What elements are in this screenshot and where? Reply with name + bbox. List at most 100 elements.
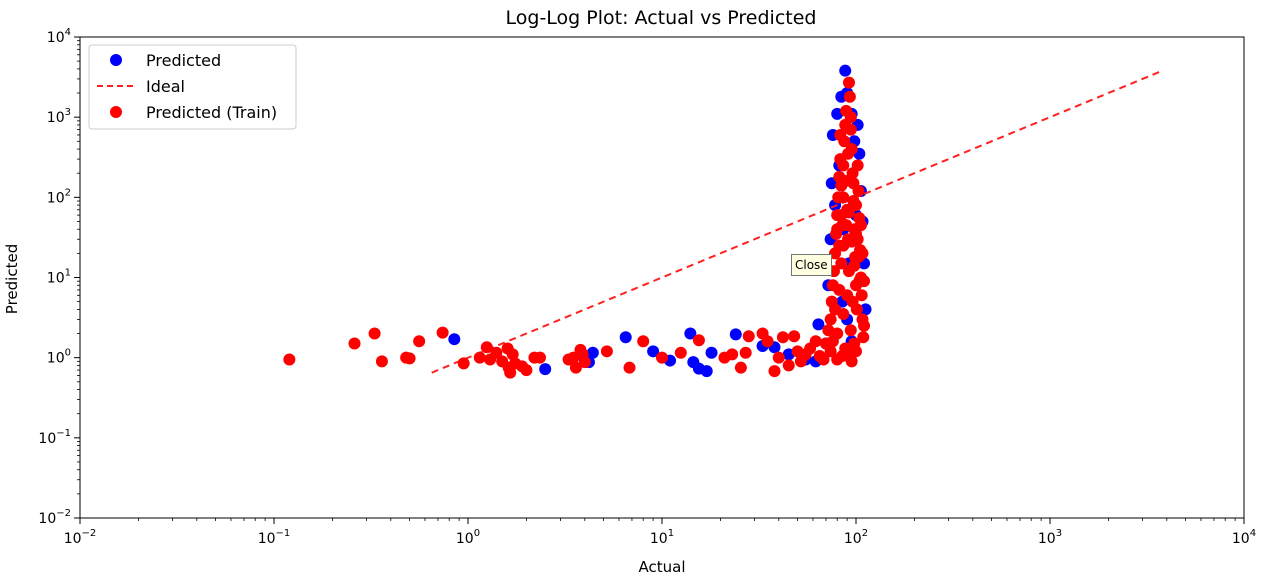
train-point	[283, 353, 296, 366]
train-point	[858, 275, 871, 288]
ideal-line	[431, 70, 1161, 374]
x-tick-label: 104	[1232, 528, 1256, 547]
train-point	[843, 90, 856, 103]
train-point	[842, 76, 855, 89]
predicted-point	[705, 346, 718, 359]
train-point	[473, 351, 486, 364]
predicted-point	[586, 346, 599, 359]
train-point	[403, 352, 416, 365]
train-point	[851, 159, 864, 172]
y-tick-label: 10−2	[38, 508, 71, 527]
train-point	[600, 345, 613, 358]
train-point	[835, 257, 848, 270]
y-tick-label: 100	[47, 348, 71, 367]
train-point	[833, 239, 846, 252]
train-point	[506, 348, 519, 361]
train-point	[782, 359, 795, 372]
y-axis-label: Predicted	[3, 244, 21, 314]
train-point	[734, 361, 747, 374]
legend-marker-train	[110, 106, 122, 118]
train-point	[692, 334, 705, 347]
legend: Predicted Ideal Predicted (Train)	[88, 44, 297, 130]
train-point	[637, 335, 650, 348]
train-point	[739, 346, 752, 359]
train-point	[457, 357, 470, 370]
train-point	[348, 337, 361, 350]
train-point	[788, 330, 801, 343]
legend-label-train: Predicted (Train)	[146, 103, 277, 122]
x-tick-label: 10−2	[64, 528, 97, 547]
legend-box	[88, 44, 297, 130]
train-point	[768, 365, 781, 378]
axes-frame	[79, 36, 1245, 519]
train-point	[837, 159, 850, 172]
train-point	[844, 111, 857, 124]
train-point	[761, 335, 774, 348]
train-point	[824, 345, 837, 358]
predicted-point	[729, 328, 742, 341]
train-point	[520, 364, 533, 377]
train-point	[837, 308, 850, 321]
train-point	[569, 361, 582, 374]
predicted-point	[700, 365, 713, 378]
train-point	[809, 335, 822, 348]
predicted-point	[812, 318, 825, 331]
predicted-point	[539, 363, 552, 376]
x-axis-label: Actual	[639, 558, 686, 576]
predicted-point	[839, 64, 852, 77]
predicted-point	[684, 327, 697, 340]
train-point	[850, 227, 862, 240]
train-point	[856, 247, 869, 260]
legend-label-ideal: Ideal	[146, 77, 185, 96]
train-point	[842, 147, 855, 160]
train-point	[817, 353, 830, 366]
close-tooltip: Close	[791, 254, 832, 276]
train-point	[726, 348, 739, 361]
train-point	[847, 177, 860, 190]
train-point	[533, 351, 546, 364]
train-point	[846, 295, 859, 308]
train-point	[623, 361, 636, 374]
predicted-point	[859, 303, 872, 316]
x-tick-label: 100	[456, 528, 480, 547]
train-point	[578, 356, 591, 369]
train-point	[742, 330, 755, 343]
train-point	[824, 313, 837, 326]
axis-ticks: 10−210−2 10−1 10−1 100 100 101 101 102 102 103 103…	[38, 27, 1256, 547]
legend-marker-predicted	[110, 54, 122, 66]
x-tick-label: 102	[844, 528, 868, 547]
train-point	[826, 335, 839, 348]
train-point	[858, 319, 871, 332]
x-tick-label: 10−1	[258, 528, 291, 547]
y-tick-label: 101	[47, 268, 71, 287]
predicted-point	[619, 331, 632, 344]
train-point	[844, 123, 857, 136]
train-point	[413, 335, 426, 348]
chart-title: Log-Log Plot: Actual vs Predicted	[506, 7, 817, 29]
train-point	[854, 219, 867, 232]
train-point	[855, 289, 868, 302]
train-point	[776, 331, 789, 344]
train-point	[656, 351, 668, 364]
y-tick-label: 102	[47, 187, 71, 206]
y-tick-label: 103	[47, 107, 71, 126]
train-point	[857, 331, 870, 344]
predicted-point	[647, 345, 660, 358]
train-point	[840, 219, 853, 232]
train-point	[834, 128, 847, 141]
train-point	[845, 355, 858, 368]
train-point	[480, 341, 493, 354]
legend-label-predicted: Predicted	[146, 51, 221, 70]
train-point	[567, 351, 580, 364]
train-point	[772, 351, 785, 364]
y-tick-label: 104	[47, 27, 71, 46]
train-point	[674, 346, 687, 359]
train-point	[368, 327, 381, 340]
x-tick-label: 103	[1038, 528, 1062, 547]
train-point	[504, 366, 517, 379]
train-point	[831, 223, 844, 236]
train-point	[436, 326, 449, 339]
plot-area	[283, 64, 1161, 379]
train-point	[844, 324, 857, 337]
